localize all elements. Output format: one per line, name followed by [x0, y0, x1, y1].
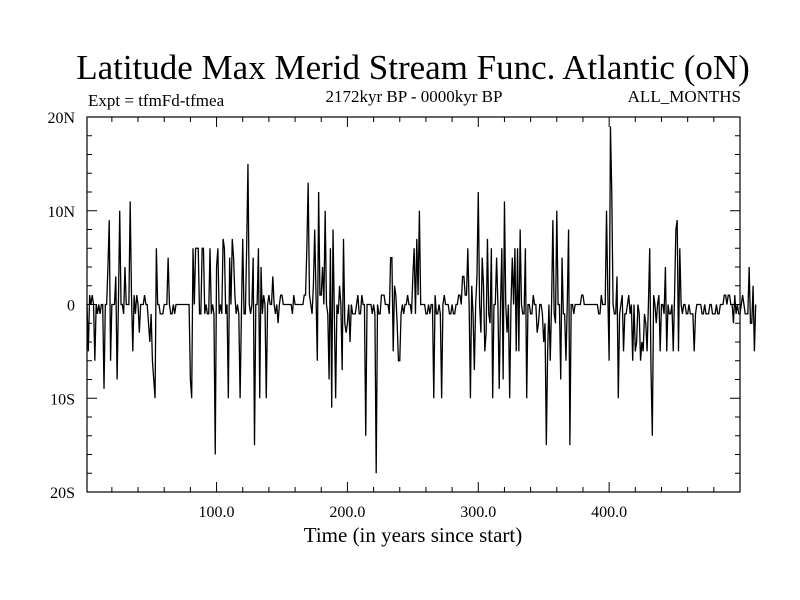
series-line-latitude [86, 126, 757, 474]
tick-labels: 100.0 200.0 300.0 400.0 20S 10S 0 10N 20N [47, 110, 627, 521]
y-tick-label: 10N [47, 204, 75, 221]
y-tick-label: 0 [67, 298, 75, 315]
chart-title: Latitude Max Merid Stream Func. Atlantic… [76, 48, 750, 87]
y-tick-label: 10S [50, 391, 75, 408]
period-label: 2172kyr BP - 0000kyr BP [326, 87, 503, 106]
x-tick-label: 300.0 [460, 504, 496, 521]
y-tick-label: 20S [50, 485, 75, 502]
months-label: ALL_MONTHS [628, 87, 741, 106]
x-tick-label: 100.0 [199, 504, 235, 521]
axis-ticks [87, 117, 740, 492]
plot-frame [86, 116, 741, 493]
experiment-label: Expt = tfmFd-tfmea [88, 91, 225, 110]
x-axis-label: Time (in years since start) [304, 523, 523, 547]
y-tick-label: 20N [47, 110, 75, 127]
x-tick-label: 400.0 [591, 504, 627, 521]
x-tick-label: 200.0 [329, 504, 365, 521]
series-layer [86, 126, 757, 474]
